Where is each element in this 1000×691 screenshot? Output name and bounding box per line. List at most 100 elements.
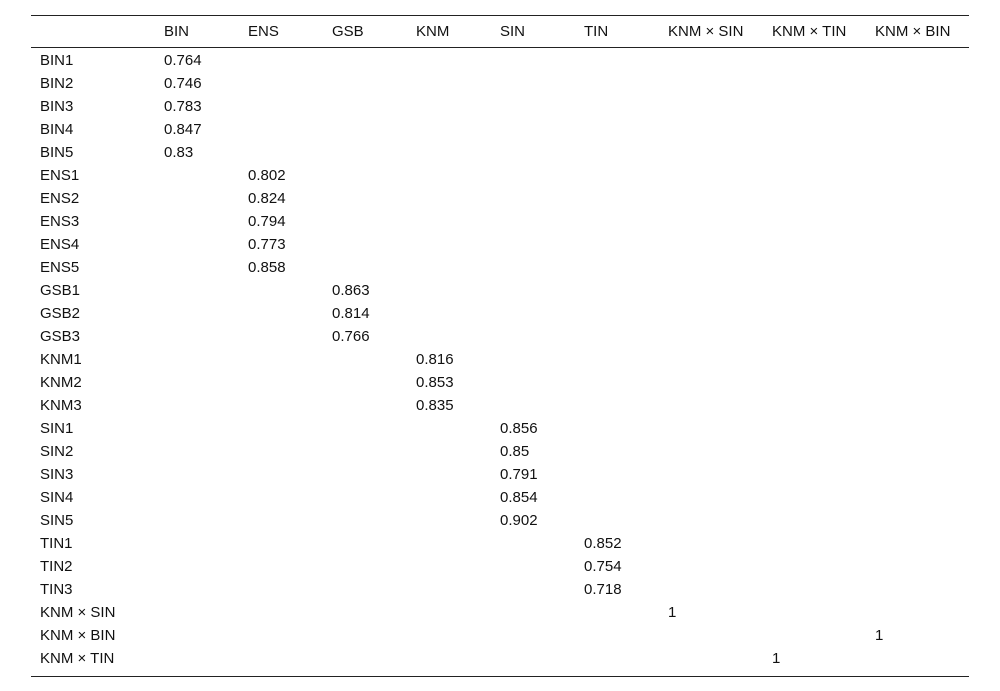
column-header: KNM: [407, 15, 491, 48]
empty-cell: [575, 187, 659, 210]
empty-cell: [866, 72, 969, 95]
empty-cell: [239, 325, 323, 348]
cell-value: 1: [875, 627, 884, 644]
empty-cell: [323, 210, 407, 233]
empty-cell: [659, 256, 763, 279]
cell-value: 0.794: [248, 213, 286, 230]
empty-cell: [407, 164, 491, 187]
empty-cell: [763, 48, 866, 73]
empty-cell: [407, 578, 491, 601]
empty-cell: [155, 256, 239, 279]
empty-cell: [866, 118, 969, 141]
empty-cell: [239, 348, 323, 371]
empty-cell: [155, 210, 239, 233]
empty-cell: [575, 394, 659, 417]
table-row: GSB3 0.766: [31, 325, 969, 348]
empty-cell: [575, 72, 659, 95]
empty-cell: [491, 187, 575, 210]
empty-cell: [323, 394, 407, 417]
empty-cell: [575, 647, 659, 677]
empty-cell: [866, 578, 969, 601]
empty-cell: [407, 187, 491, 210]
table-row: SIN1 0.856: [31, 417, 969, 440]
empty-cell: [659, 532, 763, 555]
empty-cell: [407, 463, 491, 486]
header-row: BIN ENS GSB KNM SIN TIN KNM × SIN KNM × TIN KNM …: [31, 15, 969, 48]
empty-cell: [407, 417, 491, 440]
table-row: TIN3 0.718: [31, 578, 969, 601]
empty-cell: [491, 555, 575, 578]
cell-value: 0.766: [332, 328, 370, 345]
empty-cell: [491, 279, 575, 302]
row-label: SIN5: [40, 512, 74, 529]
empty-cell: [407, 440, 491, 463]
empty-cell: [491, 578, 575, 601]
empty-cell: [155, 394, 239, 417]
empty-cell: [155, 486, 239, 509]
cell-value: 0.902: [500, 512, 538, 529]
cell-value: 0.853: [416, 374, 454, 391]
empty-cell: [323, 95, 407, 118]
row-label: TIN3: [40, 581, 73, 598]
empty-cell: [763, 509, 866, 532]
empty-cell: [763, 417, 866, 440]
empty-cell: [407, 72, 491, 95]
empty-cell: [407, 647, 491, 677]
empty-cell: [659, 486, 763, 509]
cell-value: 0.773: [248, 236, 286, 253]
empty-cell: [763, 279, 866, 302]
empty-cell: [575, 95, 659, 118]
cell-value: 0.816: [416, 351, 454, 368]
empty-cell: [323, 72, 407, 95]
empty-cell: [239, 371, 323, 394]
table-row: TIN2 0.754: [31, 555, 969, 578]
table-row: KNM × TIN 1: [31, 647, 969, 677]
empty-cell: [323, 187, 407, 210]
empty-cell: [239, 624, 323, 647]
empty-cell: [323, 555, 407, 578]
empty-cell: [323, 578, 407, 601]
corner-cell: [31, 15, 155, 48]
empty-cell: [763, 532, 866, 555]
column-header: ENS: [239, 15, 323, 48]
table-row: GSB1 0.863: [31, 279, 969, 302]
empty-cell: [239, 647, 323, 677]
empty-cell: [659, 302, 763, 325]
empty-cell: [575, 509, 659, 532]
cell-value: 0.783: [164, 98, 202, 115]
empty-cell: [323, 256, 407, 279]
empty-cell: [491, 325, 575, 348]
empty-cell: [659, 279, 763, 302]
empty-cell: [866, 509, 969, 532]
empty-cell: [763, 95, 866, 118]
empty-cell: [407, 555, 491, 578]
empty-cell: [866, 371, 969, 394]
empty-cell: [866, 256, 969, 279]
empty-cell: [575, 624, 659, 647]
column-header: KNM × TIN: [763, 15, 866, 48]
row-label: KNM × BIN: [40, 627, 116, 644]
row-label: ENS3: [40, 213, 80, 230]
row-label: ENS2: [40, 190, 80, 207]
empty-cell: [659, 72, 763, 95]
empty-cell: [155, 463, 239, 486]
empty-cell: [659, 624, 763, 647]
empty-cell: [407, 256, 491, 279]
row-label: SIN4: [40, 489, 74, 506]
row-label: KNM × TIN: [40, 650, 115, 667]
empty-cell: [239, 555, 323, 578]
row-label: KNM1: [40, 351, 82, 368]
empty-cell: [575, 440, 659, 463]
column-header: SIN: [491, 15, 575, 48]
empty-cell: [491, 95, 575, 118]
empty-cell: [407, 279, 491, 302]
empty-cell: [239, 95, 323, 118]
empty-cell: [491, 394, 575, 417]
empty-cell: [323, 509, 407, 532]
empty-cell: [239, 394, 323, 417]
empty-cell: [239, 72, 323, 95]
empty-cell: [763, 302, 866, 325]
cell-value: 0.83: [164, 144, 194, 161]
empty-cell: [407, 486, 491, 509]
empty-cell: [575, 486, 659, 509]
